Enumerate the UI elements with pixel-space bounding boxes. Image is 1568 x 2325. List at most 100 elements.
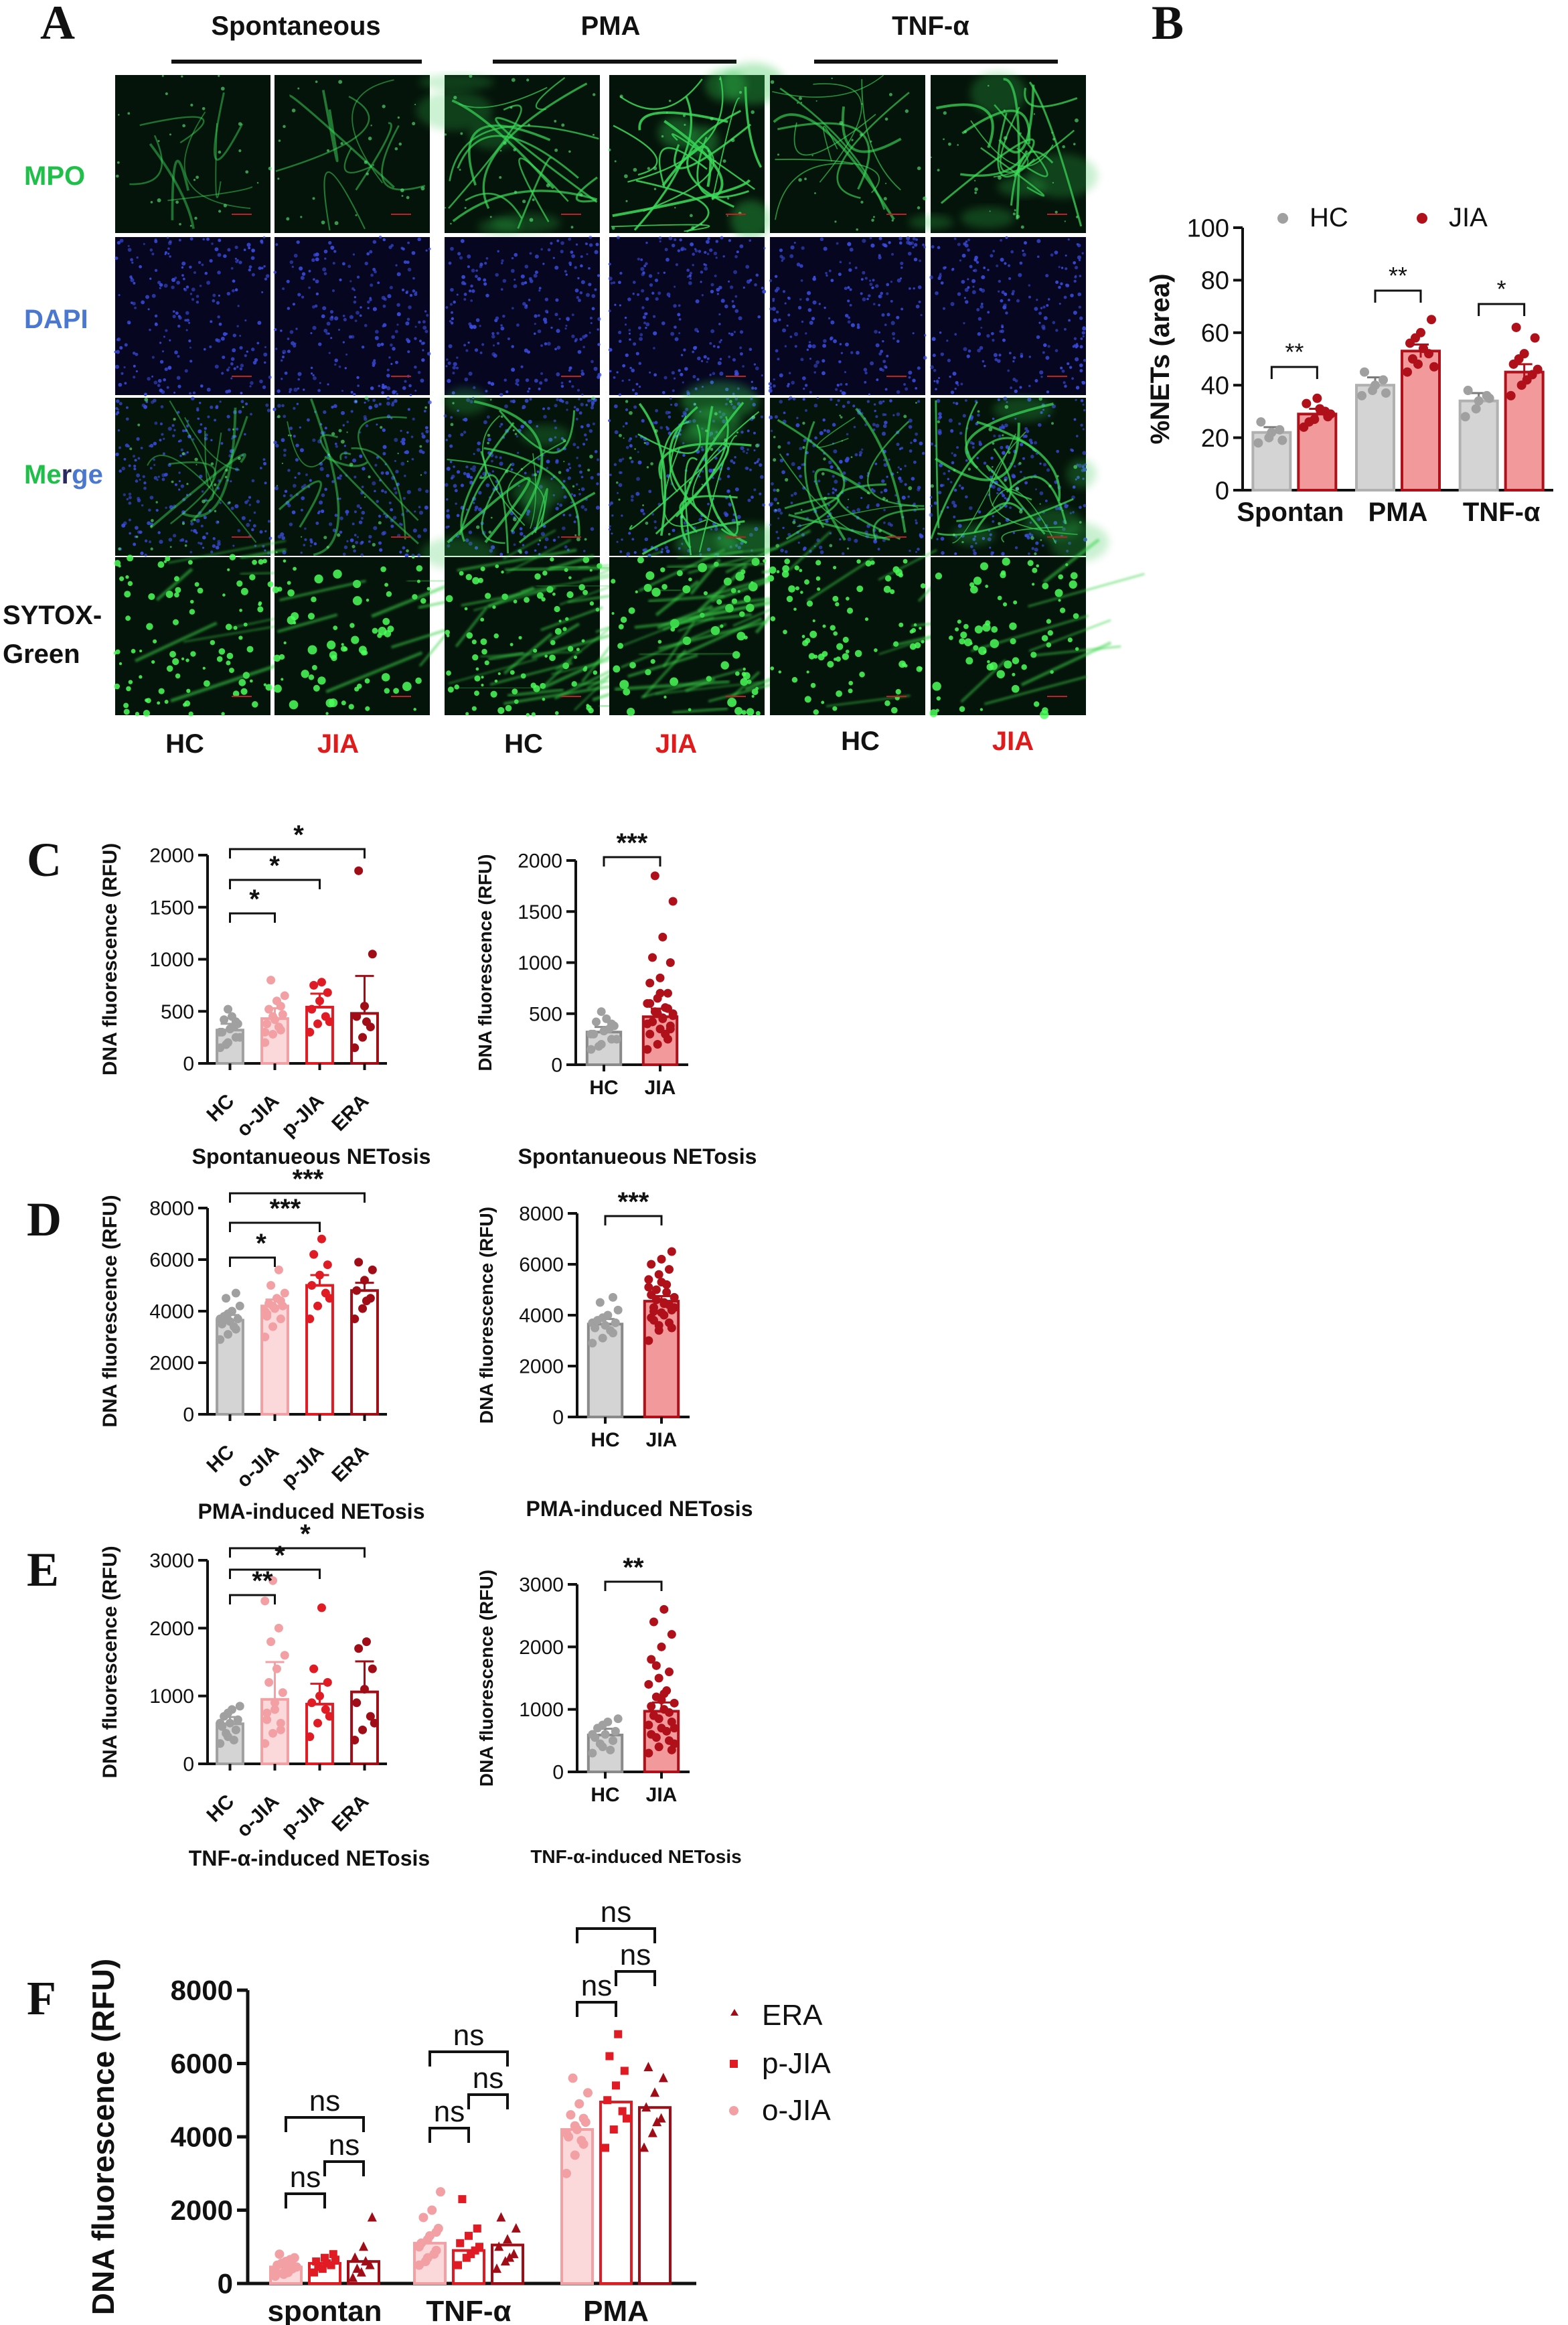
sytox-strand — [639, 652, 740, 656]
nucleus-dot — [769, 386, 773, 389]
net-strand — [498, 409, 576, 454]
nucleus-dot — [324, 257, 327, 260]
nucleus-dot — [878, 303, 880, 307]
nucleus-dot — [182, 429, 185, 433]
data-point — [588, 1339, 597, 1348]
nucleus-dot — [812, 300, 817, 305]
nucleus-dot — [422, 320, 426, 324]
nucleus-dot — [309, 479, 312, 482]
nucleus-dot — [461, 275, 466, 279]
nucleus-dot — [866, 297, 869, 301]
data-point — [362, 1017, 371, 1027]
sytox-dot — [848, 680, 854, 686]
nucleus-dot — [907, 495, 910, 498]
mpo-dot — [998, 522, 1001, 526]
nucleus-dot — [951, 452, 953, 455]
nucleus-dot — [717, 361, 722, 366]
nucleus-dot — [349, 538, 354, 542]
nucleus-dot — [908, 287, 911, 290]
sytox-dot — [420, 598, 426, 604]
y-tick-label: 4000 — [149, 1301, 194, 1323]
nucleus-dot — [252, 360, 257, 365]
nucleus-dot — [404, 380, 407, 383]
nucleus-dot — [346, 421, 349, 423]
significance-label: * — [293, 820, 304, 850]
sytox-dot — [589, 601, 595, 606]
nucleus-dot — [590, 406, 595, 410]
nucleus-dot — [177, 410, 180, 414]
nucleus-dot — [148, 508, 151, 512]
nucleus-dot — [1069, 448, 1073, 451]
nucleus-dot — [334, 316, 339, 321]
nucleus-dot — [401, 441, 406, 445]
tile-background — [275, 557, 430, 715]
sytox-dot — [210, 640, 216, 646]
data-point — [266, 976, 276, 985]
net-strand — [658, 442, 752, 479]
data-point — [645, 999, 655, 1008]
sytox-strand — [690, 558, 721, 595]
nucleus-dot — [414, 365, 417, 369]
nucleus-dot — [1046, 304, 1049, 307]
nucleus-dot — [253, 511, 256, 514]
nucleus-dot — [978, 442, 983, 447]
data-point — [645, 1029, 655, 1039]
nucleus-dot — [731, 300, 734, 303]
nucleus-dot — [309, 538, 313, 542]
nucleus-dot — [597, 375, 601, 379]
nucleus-dot — [943, 472, 946, 475]
nucleus-dot — [525, 304, 528, 307]
mpo-dot — [169, 133, 171, 136]
tile-background — [931, 557, 1086, 715]
nucleus-dot — [356, 376, 360, 380]
nucleus-dot — [992, 520, 995, 523]
nucleus-dot — [372, 364, 376, 368]
nucleus-dot — [272, 407, 277, 411]
nucleus-dot — [871, 287, 874, 289]
nucleus-dot — [576, 457, 578, 459]
mpo-dot — [561, 123, 565, 127]
nucleus-dot — [248, 504, 252, 506]
nucleus-dot — [835, 388, 838, 391]
nucleus-dot — [219, 502, 222, 504]
nucleus-dot — [189, 265, 192, 269]
nucleus-dot — [534, 270, 538, 275]
mpo-dot — [459, 169, 461, 171]
nucleus-dot — [388, 356, 391, 359]
significance-label: ns — [290, 2161, 321, 2194]
mpo-dot — [1012, 212, 1016, 216]
nucleus-dot — [570, 501, 573, 504]
nucleus-dot — [552, 256, 555, 259]
nucleus-dot — [760, 415, 763, 419]
data-point — [475, 2243, 483, 2251]
nucleus-dot — [608, 419, 611, 423]
nucleus-dot — [780, 548, 784, 552]
nucleus-dot — [157, 384, 161, 387]
nucleus-dot — [724, 304, 728, 309]
sytox-strand — [984, 675, 1087, 705]
nucleus-dot — [214, 247, 219, 252]
nucleus-dot — [544, 537, 549, 542]
nucleus-dot — [317, 512, 320, 515]
data-point — [287, 2260, 297, 2270]
sytox-strand — [448, 658, 538, 684]
nucleus-dot — [846, 400, 850, 404]
nucleus-dot — [452, 372, 455, 375]
nucleus-dot — [159, 283, 163, 287]
sytox-dot — [996, 670, 1005, 679]
sytox-dot — [936, 696, 941, 701]
nucleus-dot — [399, 550, 402, 554]
data-point — [260, 1333, 270, 1341]
sytox-dot — [128, 680, 133, 684]
nucleus-dot — [305, 473, 308, 476]
nucleus-dot — [645, 322, 650, 327]
nucleus-dot — [803, 387, 805, 390]
nucleus-dot — [830, 320, 835, 325]
nucleus-dot — [800, 358, 804, 362]
nucleus-dot — [770, 429, 773, 433]
nucleus-dot — [882, 431, 886, 436]
significance-bracket — [1478, 303, 1526, 316]
nucleus-dot — [888, 458, 890, 461]
mpo-dot — [513, 148, 517, 152]
nucleus-dot — [1082, 428, 1085, 431]
